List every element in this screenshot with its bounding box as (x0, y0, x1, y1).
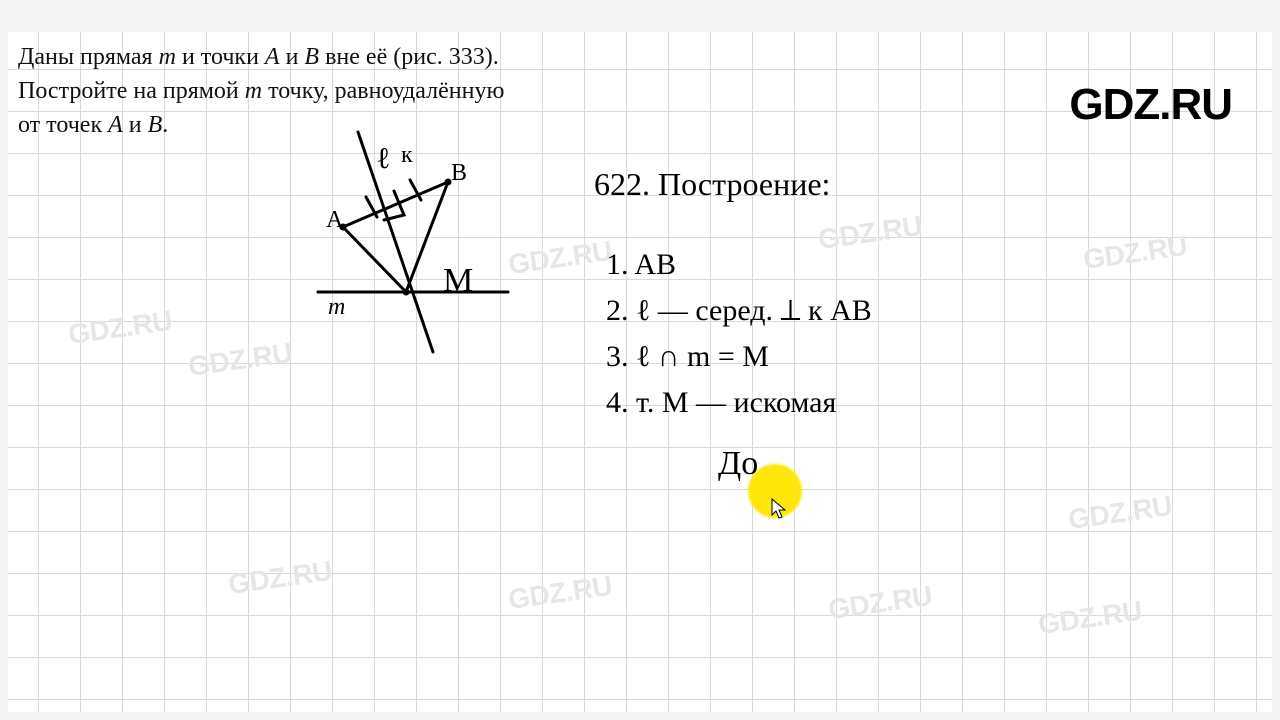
text: вне её (рис. 333). (319, 44, 499, 70)
geometry-diagram: A B m ℓ к M (298, 102, 558, 342)
problem-line2: Постройте на прямой m точку, равноудалён… (18, 78, 504, 104)
text: Постройте на прямой (18, 78, 245, 104)
var-m: m (245, 78, 262, 104)
text: и (280, 44, 305, 70)
label-B: B (451, 160, 467, 187)
var-B: B (148, 112, 163, 138)
text: и (123, 112, 148, 138)
var-m: m (159, 44, 176, 70)
construction-title: 622. Построение: (594, 162, 830, 206)
site-logo: GDZ.RU (1069, 80, 1232, 130)
label-M: M (443, 262, 473, 300)
text: точку, равноудалённую (262, 78, 504, 104)
var-A: A (265, 44, 280, 70)
worksheet-page: GDZ.RUGDZ.RUGDZ.RUGDZ.RUGDZ.RUGDZ.RUGDZ.… (8, 32, 1272, 712)
label-l: ℓ (376, 142, 390, 176)
label-m: m (328, 294, 345, 321)
construction-steps: 1. AB2. ℓ — серед. ⟂ к AB3. ℓ ∩ m = M4. … (606, 242, 872, 426)
label-A: A (326, 207, 343, 234)
var-B: B (304, 44, 319, 70)
label-k: к (401, 142, 413, 169)
proof-start: До (718, 442, 758, 486)
cursor-icon (771, 498, 787, 520)
text: и точки (176, 44, 265, 70)
text: Даны прямая (18, 44, 159, 70)
problem-line3: от точек A и B. (18, 112, 168, 138)
var-A: A (108, 112, 123, 138)
problem-line1: Даны прямая m и точки A и B вне её (рис.… (18, 44, 499, 70)
text: . (162, 112, 168, 138)
text: от точек (18, 112, 108, 138)
